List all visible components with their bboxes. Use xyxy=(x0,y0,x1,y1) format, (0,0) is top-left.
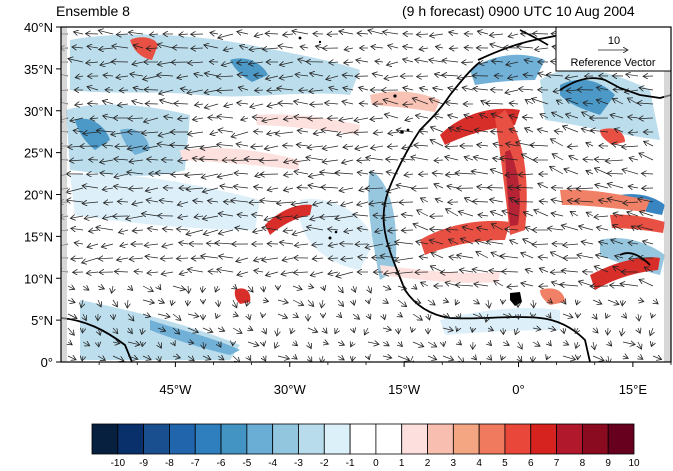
colorbar-label: -6 xyxy=(217,458,226,469)
lat-tick-label: 10°N xyxy=(24,271,53,286)
lat-tick-label: 40°N xyxy=(24,20,53,35)
colorbar-swatch xyxy=(220,423,248,455)
colorbar-swatch xyxy=(194,423,222,455)
lat-tick-label: 15°N xyxy=(24,229,53,244)
lon-tick-label: 45°W xyxy=(159,382,192,397)
colorbar-swatch xyxy=(272,423,299,455)
colorbar-swatch xyxy=(504,423,532,455)
map-edge-right xyxy=(664,27,671,362)
colorbar-label: 2 xyxy=(425,458,431,469)
colorbar-swatch xyxy=(581,423,609,455)
colorbar-swatch xyxy=(427,423,454,455)
colorbar-label: 10 xyxy=(628,458,640,469)
latitude-axis: 40°N 35°N 30°N 25°N 20°N 15°N 10°N 5°N 0° xyxy=(24,20,61,370)
lon-tick-label: 0° xyxy=(512,382,524,397)
colorbar-label: 4 xyxy=(476,458,482,469)
lat-tick-label: 20°N xyxy=(24,188,53,203)
colorbar-swatch xyxy=(169,423,196,455)
reference-vector-box: 10 Reference Vector xyxy=(555,26,672,72)
colorbar-swatch xyxy=(530,423,557,455)
colorbar-label: 0 xyxy=(373,458,379,469)
colorbar-swatch xyxy=(607,423,635,455)
lon-tick-label: 15°E xyxy=(619,382,648,397)
colorbar-swatch xyxy=(246,423,274,455)
colorbar-label: -10 xyxy=(111,458,126,469)
colorbar-swatch xyxy=(91,423,119,455)
colorbar-label: -2 xyxy=(320,458,329,469)
colorbar-label: 5 xyxy=(502,458,508,469)
plot-title-ensemble: Ensemble 8 xyxy=(56,3,130,19)
map-edge-left xyxy=(61,27,67,362)
lat-tick-label: 0° xyxy=(41,355,53,370)
lon-tick-label: 15°W xyxy=(388,382,421,397)
colorbar-label: 8 xyxy=(580,458,586,469)
colorbar-label: -1 xyxy=(346,458,355,469)
coastlines xyxy=(61,29,671,362)
colorbar-swatch xyxy=(323,423,351,455)
colorbar-label: -8 xyxy=(165,458,174,469)
colorbar-label: 9 xyxy=(605,458,611,469)
lon-tick-label: 30°W xyxy=(274,382,307,397)
lat-tick-label: 30°N xyxy=(24,104,53,119)
colorbar-label: 6 xyxy=(528,458,534,469)
colorbar-swatch xyxy=(349,423,377,455)
colorbar-swatch xyxy=(401,423,428,455)
colorbar-label: 7 xyxy=(554,458,560,469)
lat-tick-label: 35°N xyxy=(24,62,53,77)
reference-vector-label: Reference Vector xyxy=(571,57,656,69)
colorbar-swatch xyxy=(452,423,480,455)
colorbar-label: 1 xyxy=(399,458,405,469)
colorbar: -10 -9 -8 -7 -6 -5 -4 -3 -2 -1 0 1 2 3 4 5 6 7 8 9 10 xyxy=(91,423,640,469)
colorbar-label: 3 xyxy=(451,458,457,469)
lat-tick-label: 5°N xyxy=(31,313,53,328)
wind-vectors xyxy=(61,30,662,362)
plot-title-forecast-time: (9 h forecast) 0900 UTC 10 Aug 2004 xyxy=(402,3,635,19)
colorbar-swatch xyxy=(143,423,170,455)
colorbar-label: -7 xyxy=(191,458,200,469)
colorbar-swatch xyxy=(298,423,325,455)
longitude-axis: 45°W 30°W 15°W 0° 15°E xyxy=(98,362,672,397)
colorbar-swatch xyxy=(556,423,583,455)
lat-tick-label: 25°N xyxy=(24,146,53,161)
colorbar-label: -9 xyxy=(139,458,148,469)
colorbar-swatch xyxy=(375,423,403,455)
colorbar-swatch xyxy=(117,423,145,455)
colorbar-label: -4 xyxy=(268,458,277,469)
colorbar-label: -5 xyxy=(242,458,251,469)
colorbar-swatch xyxy=(478,423,506,455)
reference-vector-value: 10 xyxy=(608,35,620,47)
colorbar-label: -3 xyxy=(294,458,303,469)
